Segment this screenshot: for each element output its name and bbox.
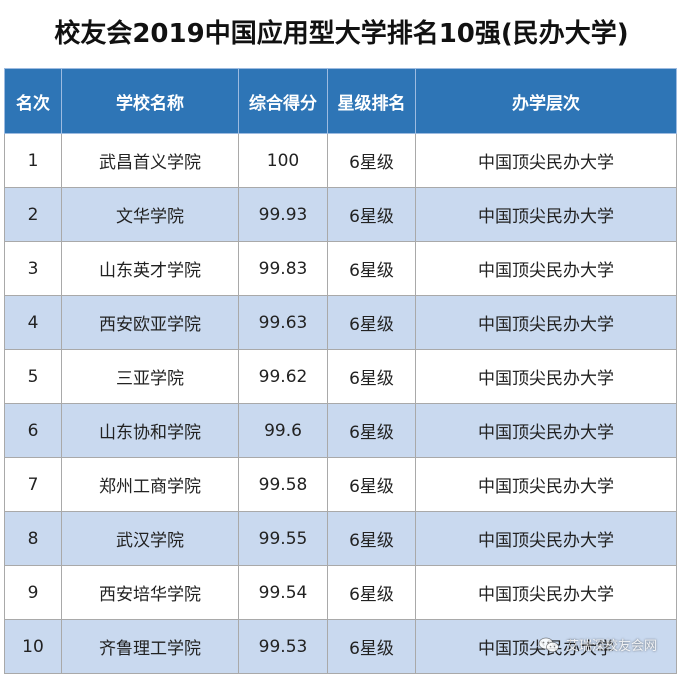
table-row: 4 西安欧亚学院 99.63 6星级 中国顶尖民办大学	[4, 295, 677, 350]
score-cell: 99.83	[238, 241, 328, 296]
score-cell: 99.55	[238, 511, 328, 566]
header-star-rating: 星级排名	[327, 68, 416, 134]
school-name-cell: 郑州工商学院	[61, 457, 239, 512]
table-row: 3 山东英才学院 99.83 6星级 中国顶尖民办大学	[4, 241, 677, 296]
star-rating-cell: 6星级	[327, 241, 416, 296]
page-title: 校友会2019中国应用型大学排名10强(民办大学)	[54, 18, 629, 49]
level-cell: 中国顶尖民办大学	[415, 295, 677, 350]
score-cell: 99.58	[238, 457, 328, 512]
rank-cell: 5	[4, 349, 62, 404]
score-cell: 99.63	[238, 295, 328, 350]
score-cell: 100	[238, 133, 328, 188]
score-cell: 99.62	[238, 349, 328, 404]
watermark: 艾瑞深校友会网	[538, 635, 657, 654]
school-name-cell: 西安欧亚学院	[61, 295, 239, 350]
star-rating-cell: 6星级	[327, 403, 416, 458]
star-rating-cell: 6星级	[327, 457, 416, 512]
rank-cell: 9	[4, 565, 62, 620]
level-cell: 中国顶尖民办大学	[415, 565, 677, 620]
level-cell: 中国顶尖民办大学	[415, 511, 677, 566]
rank-cell: 10	[4, 619, 62, 674]
table-row: 2 文华学院 99.93 6星级 中国顶尖民办大学	[4, 187, 677, 242]
rank-cell: 6	[4, 403, 62, 458]
level-cell: 中国顶尖民办大学	[415, 457, 677, 512]
school-name-cell: 三亚学院	[61, 349, 239, 404]
score-cell: 99.53	[238, 619, 328, 674]
score-cell: 99.93	[238, 187, 328, 242]
school-name-cell: 山东英才学院	[61, 241, 239, 296]
school-name-cell: 武汉学院	[61, 511, 239, 566]
table-row: 5 三亚学院 99.62 6星级 中国顶尖民办大学	[4, 349, 677, 404]
level-cell: 中国顶尖民办大学	[415, 133, 677, 188]
star-rating-cell: 6星级	[327, 619, 416, 674]
level-cell: 中国顶尖民办大学	[415, 349, 677, 404]
level-cell: 中国顶尖民办大学	[415, 403, 677, 458]
school-name-cell: 武昌首义学院	[61, 133, 239, 188]
table-row: 8 武汉学院 99.55 6星级 中国顶尖民办大学	[4, 511, 677, 566]
rank-cell: 3	[4, 241, 62, 296]
table-row: 1 武昌首义学院 100 6星级 中国顶尖民办大学	[4, 133, 677, 188]
wechat-icon	[538, 637, 560, 653]
level-cell: 中国顶尖民办大学	[415, 241, 677, 296]
header-rank: 名次	[4, 68, 62, 134]
rank-cell: 2	[4, 187, 62, 242]
star-rating-cell: 6星级	[327, 511, 416, 566]
table-row: 9 西安培华学院 99.54 6星级 中国顶尖民办大学	[4, 565, 677, 620]
ranking-table: 名次 学校名称 综合得分 星级排名 办学层次 1 武昌首义学院 100 6星级 …	[4, 68, 677, 674]
header-school-name: 学校名称	[61, 68, 239, 134]
star-rating-cell: 6星级	[327, 187, 416, 242]
star-rating-cell: 6星级	[327, 295, 416, 350]
level-cell: 中国顶尖民办大学	[415, 187, 677, 242]
score-cell: 99.6	[238, 403, 328, 458]
watermark-text: 艾瑞深校友会网	[565, 639, 657, 654]
school-name-cell: 山东协和学院	[61, 403, 239, 458]
star-rating-cell: 6星级	[327, 565, 416, 620]
school-name-cell: 文华学院	[61, 187, 239, 242]
header-level: 办学层次	[415, 68, 677, 134]
rank-cell: 8	[4, 511, 62, 566]
rank-cell: 7	[4, 457, 62, 512]
rank-cell: 4	[4, 295, 62, 350]
star-rating-cell: 6星级	[327, 133, 416, 188]
rank-cell: 1	[4, 133, 62, 188]
score-cell: 99.54	[238, 565, 328, 620]
school-name-cell: 西安培华学院	[61, 565, 239, 620]
table-row: 7 郑州工商学院 99.58 6星级 中国顶尖民办大学	[4, 457, 677, 512]
school-name-cell: 齐鲁理工学院	[61, 619, 239, 674]
header-row: 名次 学校名称 综合得分 星级排名 办学层次	[4, 68, 677, 134]
table-row: 10 齐鲁理工学院 99.53 6星级 中国顶尖民办大学	[4, 619, 677, 674]
star-rating-cell: 6星级	[327, 349, 416, 404]
header-score: 综合得分	[238, 68, 328, 134]
table-row: 6 山东协和学院 99.6 6星级 中国顶尖民办大学	[4, 403, 677, 458]
